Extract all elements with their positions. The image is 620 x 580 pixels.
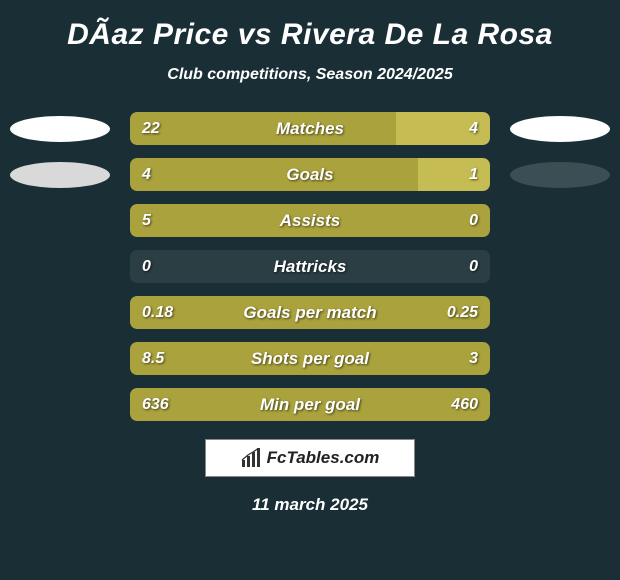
chart-icon (241, 448, 263, 468)
watermark-text: FcTables.com (267, 448, 380, 468)
stat-label: Assists (130, 211, 490, 231)
stat-row: 00Hattricks (0, 250, 620, 283)
date-label: 11 march 2025 (252, 495, 368, 515)
stat-bar: 8.53Shots per goal (130, 342, 490, 375)
stat-label: Hattricks (130, 257, 490, 277)
page-subtitle: Club competitions, Season 2024/2025 (167, 66, 452, 84)
stat-bar: 00Hattricks (130, 250, 490, 283)
stat-label: Goals per match (130, 303, 490, 323)
watermark-badge[interactable]: FcTables.com (205, 439, 415, 477)
stat-row: 636460Min per goal (0, 388, 620, 421)
player-left-ellipse-icon (10, 162, 110, 188)
player-right-ellipse-icon (510, 162, 610, 188)
stat-bar: 224Matches (130, 112, 490, 145)
stat-row: 41Goals (0, 158, 620, 191)
comparison-container: DÃ­az Price vs Rivera De La Rosa Club co… (0, 0, 620, 580)
stat-bar: 0.180.25Goals per match (130, 296, 490, 329)
stat-row: 50Assists (0, 204, 620, 237)
stat-row: 8.53Shots per goal (0, 342, 620, 375)
stat-row: 0.180.25Goals per match (0, 296, 620, 329)
stat-bar: 41Goals (130, 158, 490, 191)
player-right-ellipse-icon (510, 116, 610, 142)
page-title: DÃ­az Price vs Rivera De La Rosa (67, 18, 553, 52)
stats-area: 224Matches 41Goals 50Assists 00Hattricks 0.1… (0, 112, 620, 421)
stat-label: Min per goal (130, 395, 490, 415)
stat-row: 224Matches (0, 112, 620, 145)
stat-label: Matches (130, 119, 490, 139)
stat-bar: 636460Min per goal (130, 388, 490, 421)
player-left-ellipse-icon (10, 116, 110, 142)
stat-label: Shots per goal (130, 349, 490, 369)
stat-label: Goals (130, 165, 490, 185)
stat-bar: 50Assists (130, 204, 490, 237)
